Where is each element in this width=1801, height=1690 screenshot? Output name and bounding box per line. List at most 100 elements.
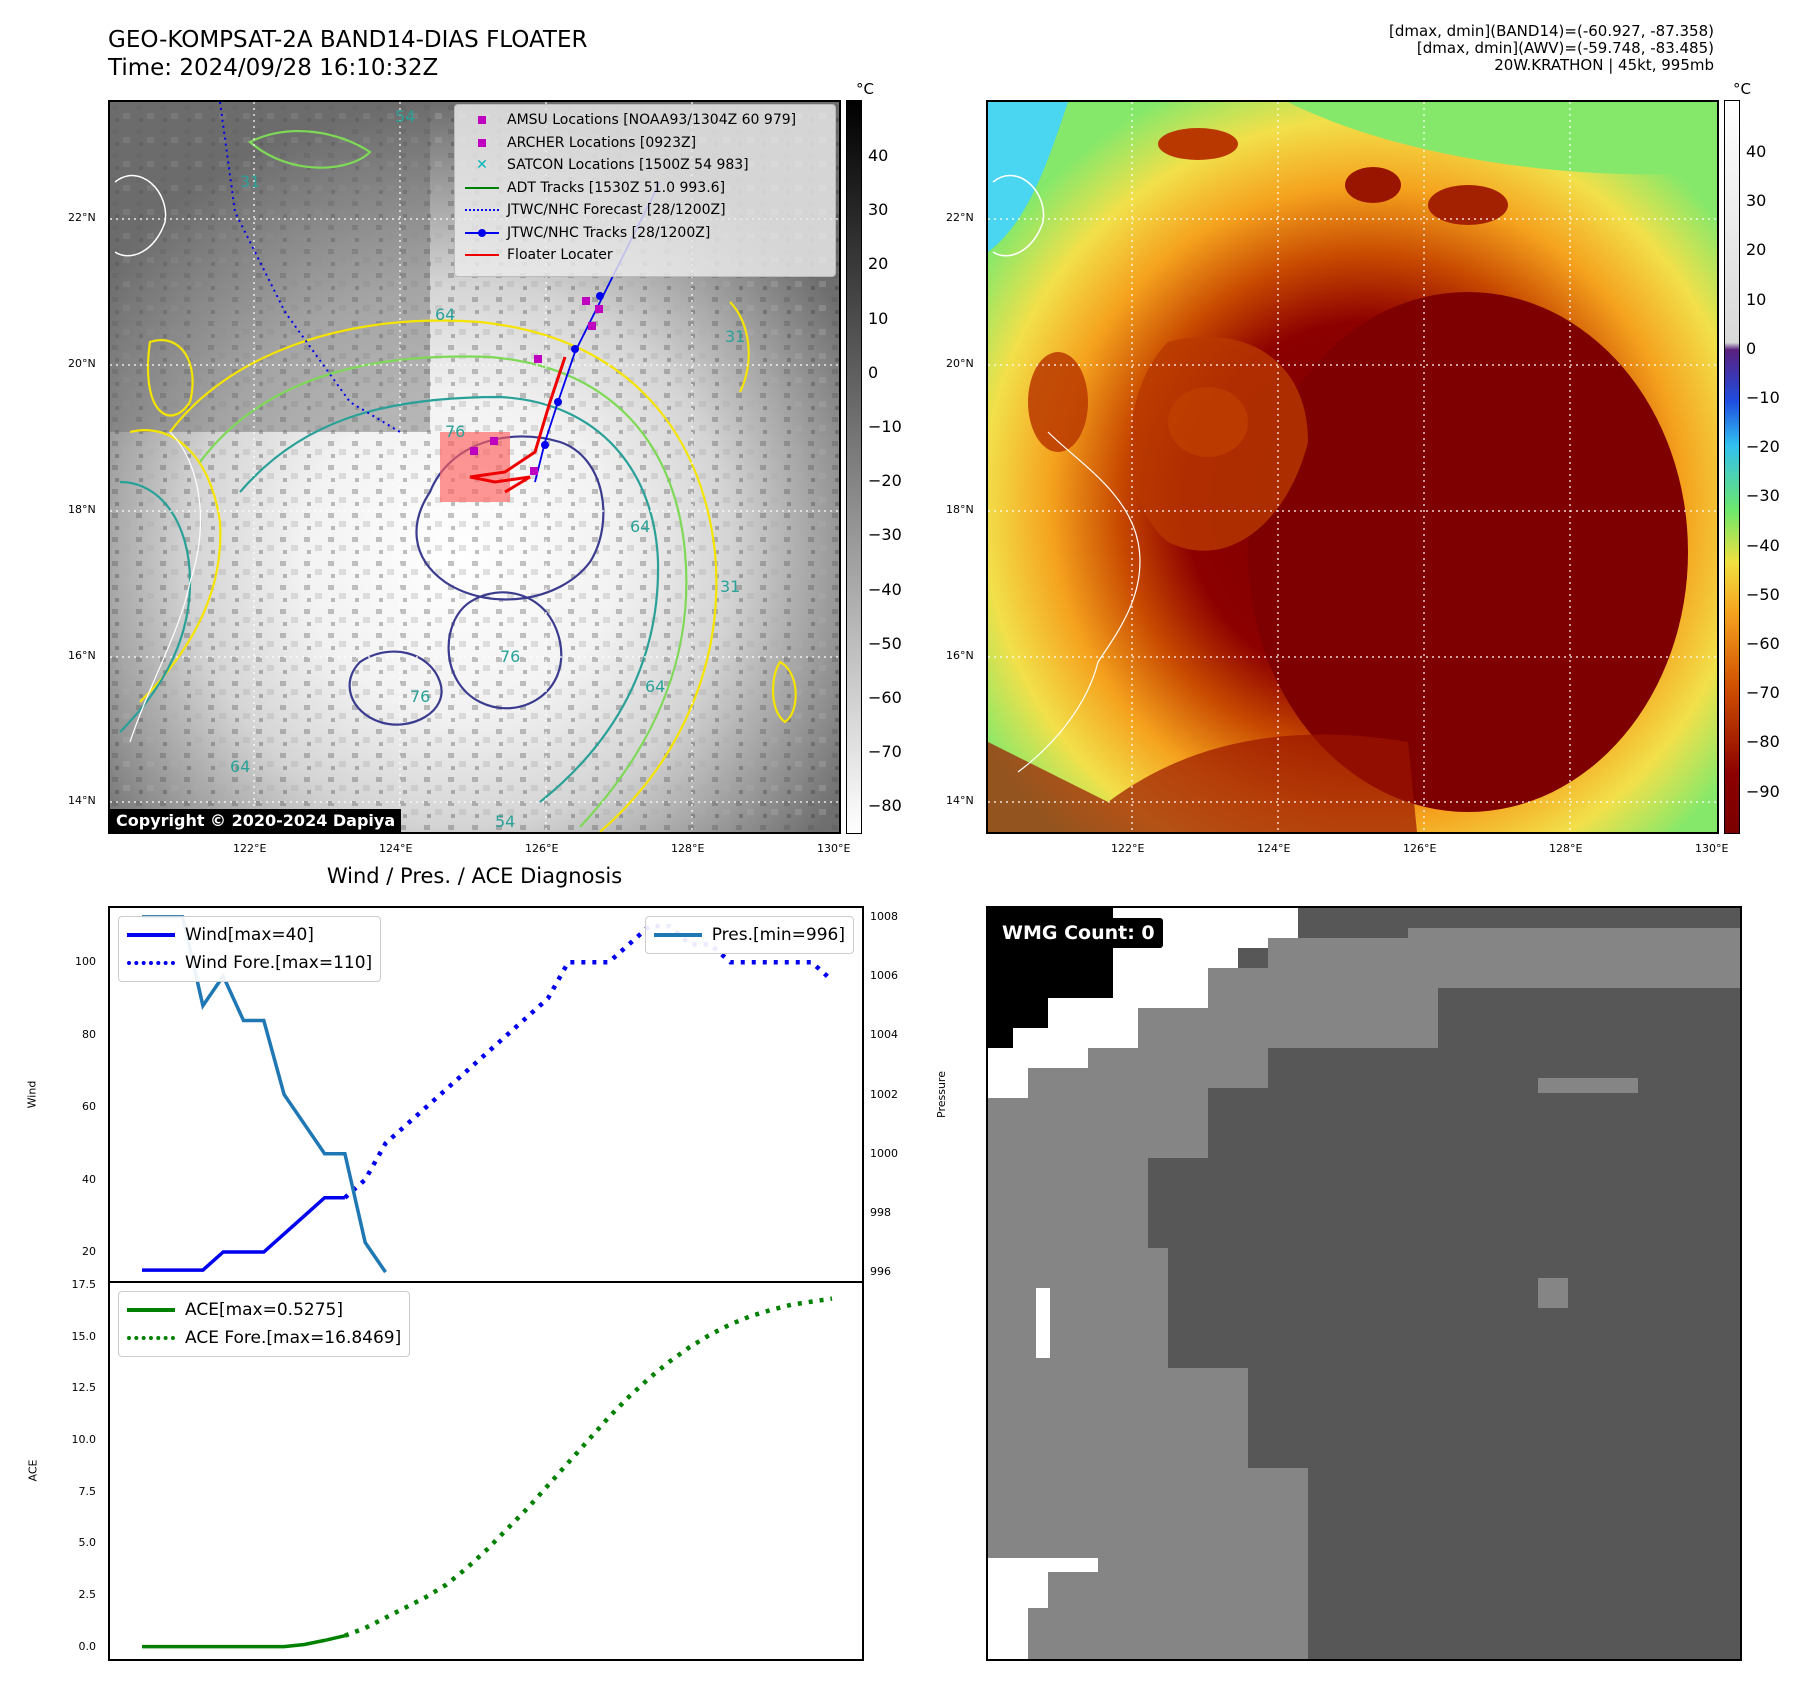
floater-locator-track [469, 356, 567, 494]
colorbar-tick: 10 [868, 308, 889, 328]
axis-tick: 7.5 [78, 1484, 97, 1498]
legend-pressure: Pres.[min=996] [653, 921, 845, 949]
contour-label: 64 [645, 677, 665, 696]
legend-amsu: AMSU Locations [NOAA93/1304Z 60 979] [463, 109, 827, 132]
legend-jtwc-forecast: JTWC/NHC Forecast [28/1200Z] [463, 199, 827, 222]
lat-tick: 20°N [946, 357, 974, 370]
axis-tick: 998 [870, 1205, 891, 1219]
plot-title: GEO-KOMPSAT-2A BAND14-DIAS FLOATER Time:… [108, 26, 588, 82]
axis-tick: 12.5 [71, 1381, 97, 1395]
ace-legend: ACE[max=0.5275] ACE Fore.[max=16.8469] [118, 1291, 411, 1357]
wind-axis-label: Wind [25, 1080, 39, 1109]
axis-tick: 100 [75, 955, 96, 969]
contour-label: 76 [500, 647, 520, 666]
floater-locator-box [440, 432, 510, 502]
axis-tick: 1002 [870, 1087, 898, 1101]
cloud-cell [1428, 185, 1508, 225]
lat-tick: 16°N [946, 649, 974, 662]
wind-legend: Wind[max=40] Wind Fore.[max=110] [118, 916, 382, 982]
contour-label: 31 [240, 172, 260, 191]
colorbar-tick: −80 [1746, 732, 1780, 752]
lat-tick: 20°N [68, 357, 96, 370]
legend-jtwc-tracks: JTWC/NHC Tracks [28/1200Z] [463, 222, 827, 245]
jtwc-forecast-track [219, 102, 401, 433]
colorbar-tick: 20 [868, 254, 889, 274]
colorbar-tick: 30 [1746, 191, 1767, 211]
axis-tick: 60 [82, 1100, 96, 1114]
contour-label: 54 [395, 107, 415, 126]
x-marker-icon: ✕ [476, 157, 488, 174]
right-colorbar-unit: °C [1733, 80, 1751, 98]
cold-area-nw [988, 102, 1068, 252]
legend-wind: Wind[max=40] [127, 921, 372, 949]
colorbar-tick: −30 [1746, 486, 1780, 506]
ace-chart: ACE[max=0.5275] ACE Fore.[max=16.8469] [108, 1281, 864, 1661]
amsu-markers [470, 297, 603, 475]
colorbar-tick: 40 [1746, 142, 1767, 161]
colorbar-tick: −80 [868, 796, 902, 816]
legend-ace: ACE[max=0.5275] [127, 1296, 401, 1324]
wind-forecast-line [343, 923, 834, 1200]
coastline-taiwan [992, 174, 1045, 257]
axis-tick: 80 [82, 1027, 96, 1041]
contour-lines [119, 130, 797, 832]
axis-tick: 1004 [870, 1028, 898, 1042]
dotted-line-icon [127, 961, 175, 965]
lon-tick: 126°E [525, 842, 559, 855]
cloud-cell [1345, 167, 1401, 203]
dotted-line-icon [127, 1336, 175, 1340]
copyright-badge: Copyright © 2020-2024 Dapiya [110, 809, 402, 832]
lat-tick: 22°N [68, 211, 96, 224]
lat-tick: 18°N [68, 503, 96, 516]
colorbar-tick: −70 [868, 742, 902, 762]
line-marker-icon [463, 254, 501, 257]
colorbar-tick: 30 [868, 200, 889, 220]
coastline-luzon [1017, 431, 1141, 773]
left-ir-map: 54 31 64 76 31 76 64 76 64 31 64 54 AMSU… [108, 100, 841, 834]
contour-label: 54 [495, 812, 515, 831]
storm-core [1248, 292, 1688, 812]
colorbar-tick: 10 [1746, 289, 1767, 309]
contour-yellow-outer [169, 319, 718, 832]
lon-tick: 128°E [671, 842, 705, 855]
square-marker-icon [463, 116, 501, 125]
cloud-cell [1168, 387, 1248, 457]
axis-tick: 1000 [870, 1146, 898, 1160]
colorbar-tick: −60 [1746, 634, 1780, 653]
contour-label-group: 54 31 64 76 31 76 64 76 64 31 64 54 [230, 107, 745, 831]
axis-tick: 1006 [870, 969, 898, 983]
lon-tick: 126°E [1403, 842, 1437, 855]
dmax-info: [dmax, dmin](BAND14)=(-60.927, -87.358) … [1389, 23, 1714, 74]
contour-label: 64 [230, 757, 250, 776]
axis-tick: 15.0 [71, 1329, 97, 1343]
lat-tick: 14°N [68, 794, 96, 807]
wmg-light-gray-region [988, 908, 1740, 1659]
contour-label: 31 [720, 577, 740, 596]
left-colorbar-unit: °C [856, 80, 874, 98]
colorbar-tick: 0 [868, 362, 879, 382]
colorbar-tick: −20 [868, 471, 902, 491]
line-marker-icon [463, 186, 501, 189]
ace-axis-label: ACE [26, 1459, 40, 1482]
solid-line-icon [127, 1308, 175, 1312]
wmg-white-region-bottom [988, 1558, 1098, 1659]
axis-tick: 20 [82, 1245, 96, 1259]
lon-tick: 130°E [1695, 842, 1729, 855]
contour-indigo-band [447, 591, 563, 710]
right-gridlines [988, 102, 1717, 832]
wind-pressure-chart: Wind[max=40] Wind Fore.[max=110] Pres.[m… [108, 906, 864, 1283]
map-legend: AMSU Locations [NOAA93/1304Z 60 979] ARC… [454, 104, 836, 277]
lon-tick: 128°E [1549, 842, 1583, 855]
legend-adt: ADT Tracks [1530Z 51.0 993.6] [463, 177, 827, 200]
contour-label: 76 [410, 687, 430, 706]
lat-tick: 18°N [946, 503, 974, 516]
lat-tick: 22°N [946, 211, 974, 224]
axis-tick: 17.5 [71, 1278, 97, 1292]
contour-indigo-core [415, 435, 605, 601]
lon-tick: 124°E [1257, 842, 1291, 855]
contour-green-outer [199, 355, 688, 828]
title-line-2: Time: 2024/09/28 16:10:32Z [108, 55, 439, 81]
contour-label: 76 [445, 422, 465, 441]
wmg-panel: WMG Count: 0 [986, 906, 1742, 1661]
colorbar-tick: −40 [1746, 535, 1780, 555]
